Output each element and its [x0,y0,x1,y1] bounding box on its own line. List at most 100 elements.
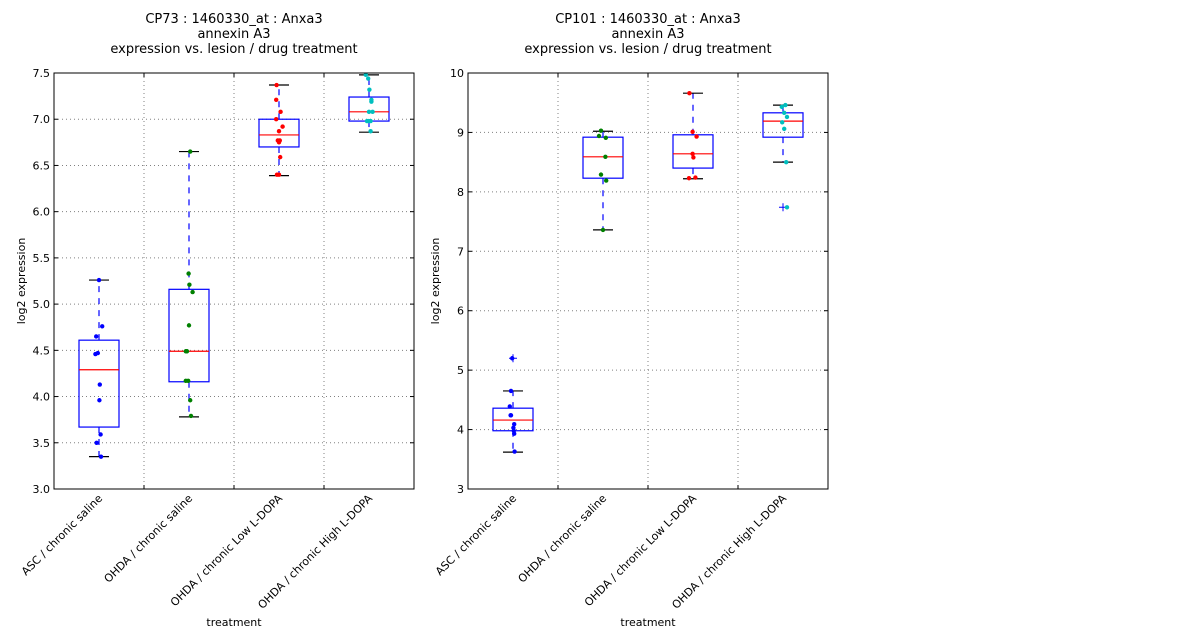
data-point [188,413,194,419]
data-point [508,388,514,394]
data-point [512,449,517,454]
data-point [97,382,103,387]
data-point [186,323,192,328]
box-iqr [78,339,120,428]
data-point [779,104,784,110]
data-point [98,432,103,437]
y-tick-label: 4.0 [33,391,51,404]
x-tick-label: ASC / chronic saline [19,492,105,578]
data-point [603,154,608,159]
box-iqr [582,136,624,179]
box-3 [348,74,390,133]
y-tick-label: 7 [457,245,464,258]
x-axis-label: treatment [620,616,676,629]
data-point [95,350,101,356]
y-tick-label: 3.0 [33,483,51,496]
y-tick-label: 5 [457,364,464,377]
data-point [604,178,609,183]
axes-frame [467,72,829,490]
y-tick-label: 10 [450,67,464,80]
chart-title-line: annexin A3 [197,27,270,42]
y-tick-label: 3 [457,483,464,496]
data-point [186,271,191,276]
x-axis-label: treatment [206,616,262,629]
y-tick-label: 6 [457,305,464,318]
data-point [274,97,279,103]
data-point [507,404,512,409]
y-tick-label: 8 [457,186,464,199]
data-point [368,129,373,134]
data-point [276,172,282,177]
data-point [94,334,99,339]
box-2 [672,92,714,180]
data-point [687,91,692,96]
y-tick-label: 9 [457,126,464,139]
box-iqr [168,288,210,383]
data-point [187,282,192,287]
data-point [686,175,692,181]
x-tick-label: ASC / chronic saline [433,492,519,578]
data-point [510,356,515,361]
data-point [368,118,373,124]
data-point [512,431,517,436]
y-tick-label: 3.5 [33,437,51,450]
box-iqr [258,118,300,148]
box-0 [78,279,120,458]
data-point [188,398,193,403]
data-point [369,99,374,104]
data-point [690,151,695,157]
y-axis-label: log2 expression [15,238,28,325]
data-point [603,135,608,140]
data-point [96,277,102,283]
data-point [363,72,368,78]
box-1 [582,130,624,231]
data-point [596,133,602,139]
data-point [508,413,514,418]
data-point [512,422,517,427]
data-point [188,149,193,154]
axes-frame [53,72,415,490]
data-point [280,124,285,129]
y-tick-label: 7.0 [33,113,51,126]
chart-title-line: CP73 : 1460330_at : Anxa3 [145,12,322,27]
data-point [691,155,696,160]
data-point [186,378,191,384]
data-point [274,82,279,88]
data-point [100,324,105,329]
data-point [600,227,606,233]
y-tick-label: 4.5 [33,344,51,357]
y-tick-label: 6.5 [33,159,51,172]
box-iqr [762,112,804,138]
x-tick-label: OHDA / chronic saline [516,492,610,586]
box-iqr [348,96,390,122]
data-point [693,175,698,180]
y-tick-label: 6.0 [33,206,51,219]
data-point [780,120,785,125]
data-point [784,159,789,165]
data-point [598,128,604,133]
data-point [278,109,283,115]
data-point [782,126,787,132]
data-point [97,398,102,403]
box-iqr [672,134,714,169]
data-point [98,454,104,459]
data-point [94,440,99,445]
data-point [783,102,788,108]
data-point [784,205,790,210]
data-point [184,349,190,354]
box-2 [258,84,300,177]
data-point [366,109,372,115]
data-point [274,117,279,122]
data-point [190,289,195,295]
data-point [367,87,372,92]
chart-title-line: annexin A3 [611,27,684,42]
data-point [366,76,371,81]
data-point [276,140,282,145]
data-point [690,129,695,135]
y-tick-label: 4 [457,424,464,437]
data-point [276,129,282,134]
chart-title-line: expression vs. lesion / drug treatment [110,42,357,57]
data-point [782,110,787,116]
